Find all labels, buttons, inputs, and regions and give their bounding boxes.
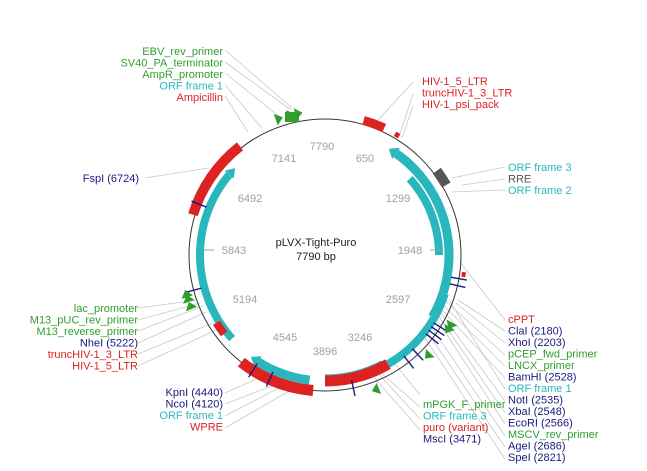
scale-ticks: 7790 650 1299 1948 2597 3246 3896 4545 5… [204,141,440,358]
site-noti [430,325,445,337]
primer-pcep-fwd [446,319,458,330]
orf-arc-frame2-right [406,176,443,256]
label-bottom-mid-2: puro (variant) [423,422,488,434]
wpre-arc [237,357,314,396]
label-right-mid-2: ORF frame 2 [508,185,572,197]
tick-label: 5194 [233,294,257,306]
feature-labels: EBV_rev_primerSV40_PA_terminatorAmpR_pro… [30,46,599,464]
tick-label: 3896 [313,346,337,358]
orf-arc-frame1-bottom [255,358,311,385]
label-bottom-mid-3: MscI (3471) [423,434,481,446]
sv40-pa-terminator-block [285,112,299,122]
label-top-left-0: EBV_rev_primer [142,46,223,58]
site-nhei [185,287,202,293]
orf-arc-frame3-right-head [388,147,400,159]
label-top-right-1: truncHIV-1_3_LTR [422,88,512,100]
tick-label: 7790 [310,141,334,153]
label-right-bottom-12: SpeI (2821) [508,452,565,464]
label-right-bottom-4: LNCX_primer [508,360,575,372]
plasmid-name: pLVX-Tight-Puro [276,237,357,249]
label-top-right-0: HIV-1_5_LTR [422,76,488,88]
label-left-bottom-5: HIV-1_5_LTR [72,361,138,373]
tick-label: 4545 [273,332,297,344]
label-right-bottom-6: ORF frame 1 [508,383,572,395]
site-xbai [428,329,442,341]
site-msci [350,380,356,396]
label-right-bottom-8: XbaI (2548) [508,406,565,418]
label-bottom-left-0: KpnI (4440) [166,387,223,399]
label-right-bottom-3: pCEP_fwd_primer [508,349,598,361]
label-bottom-mid-0: mPGK_F_primer [423,399,506,411]
restriction-site-marks [185,200,467,396]
label-right-bottom-10: MSCV_rev_primer [508,429,599,441]
primer-lncx [444,324,455,334]
label-top-right-2: HIV-1_psi_pack [422,99,500,111]
tick-label: 1299 [386,193,410,205]
label-top-left-4: Ampicillin [177,92,223,104]
tick-label: 7141 [272,153,296,165]
tick-label: 1948 [398,245,422,257]
rre-arc [432,167,451,188]
site-clai [450,276,467,281]
psi-pack-mark [393,131,401,139]
label-left-bottom-2: M13_reverse_primer [37,326,139,338]
site-xhoi [449,283,466,289]
site-ecori [425,333,439,345]
label-left-bottom-4: truncHIV-1_3_LTR [48,349,138,361]
site-bamhi [433,322,448,332]
tick-label: 2597 [386,294,410,306]
label-fspi-0: FspI (6724) [83,173,139,185]
ltr-arc-left [213,320,228,337]
primer-mscv-rev [425,349,435,359]
site-kpni [248,363,258,378]
tick-label: 3246 [348,332,372,344]
site-agei [411,348,424,361]
label-bottom-left-3: WPRE [190,422,223,434]
label-bottom-left-2: ORF frame 1 [159,410,223,422]
orf-arc-frame1-left [196,172,236,342]
plasmid-length: 7790 bp [296,251,336,263]
label-bottom-mid-1: ORF frame 3 [423,411,487,423]
cppt-mark [461,271,466,278]
label-right-bottom-9: EcoRI (2566) [508,418,573,430]
primer-lac-promoter [185,301,198,312]
site-fspi [191,200,207,208]
puro-arc [324,359,391,387]
primer-marks [181,108,458,395]
ampicillin-arc [188,142,244,217]
plasmid-backbone [188,118,462,392]
label-right-bottom-1: ClaI (2180) [508,326,562,338]
label-top-left-1: SV40_PA_terminator [120,58,223,70]
feature-arcs [188,116,466,396]
site-ncoi [265,371,274,387]
tick-label: 650 [356,153,374,165]
label-right-bottom-7: NotI (2535) [508,395,563,407]
label-right-mid-1: RRE [508,174,531,186]
tick-label: 5843 [222,245,246,257]
orf-arc-frame1-bottomright [385,292,449,368]
label-top-left-3: ORF frame 1 [159,81,223,93]
label-left-bottom-0: lac_promoter [74,303,139,315]
primer-m13-reverse [181,289,194,299]
primer-ampr-promoter [273,114,283,126]
label-left-bottom-3: NheI (5222) [80,338,138,350]
label-left-bottom-1: M13_pUC_rev_primer [30,315,139,327]
label-right-bottom-5: BamHI (2528) [508,372,576,384]
label-bottom-left-1: NcoI (4120) [166,399,223,411]
label-right-bottom-0: cPPT [508,314,535,326]
label-right-bottom-2: XhoI (2203) [508,337,565,349]
label-right-mid-0: ORF frame 3 [508,162,572,174]
primer-mpgk-f [371,382,382,395]
label-top-left-2: AmpR_promoter [142,69,223,81]
orf-arc-frame1-left-head [224,168,236,179]
label-right-bottom-11: AgeI (2686) [508,441,565,453]
tick-label: 6492 [238,193,262,205]
site-spei [403,355,415,369]
ltr-arc-top [362,116,387,133]
